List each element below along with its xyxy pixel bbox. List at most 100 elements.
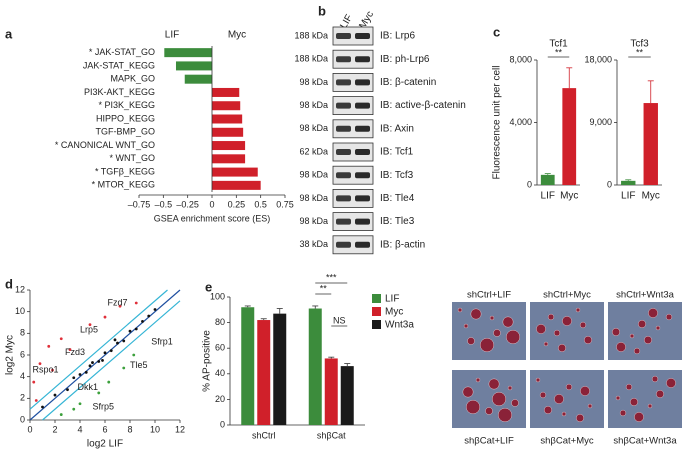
x-tick-label: 4 xyxy=(77,424,82,434)
image-label: shCtrl+Myc xyxy=(543,290,591,301)
y-tick-label: 0 xyxy=(220,419,225,429)
image-label: shCtrl+LIF xyxy=(467,290,511,301)
point xyxy=(72,376,76,380)
panel-label: d xyxy=(5,276,13,291)
chart-title: Tcf1 xyxy=(549,39,568,50)
point xyxy=(51,368,54,372)
kda-label: 98 kDa xyxy=(299,100,328,110)
blot-band xyxy=(355,79,370,86)
y-axis-label: log2 Myc xyxy=(5,335,16,375)
bar xyxy=(212,167,258,177)
x-tick-label: 0.75 xyxy=(276,199,294,209)
ib-label: IB: active-β-catenin xyxy=(380,100,466,111)
annotation: Rspo1 xyxy=(33,365,59,375)
blot-band xyxy=(336,33,351,39)
colony xyxy=(616,342,626,352)
y-axis-label: % AP-positive xyxy=(202,330,213,392)
image-tile xyxy=(452,370,526,428)
category-label: * JAK-STAT_GO xyxy=(89,47,155,57)
colony xyxy=(467,337,475,345)
colony xyxy=(655,389,665,399)
point xyxy=(34,399,38,402)
x-tick-label: –0.5 xyxy=(155,199,173,209)
y-tick-label: 0 xyxy=(607,179,612,189)
x-tick-label: LIF xyxy=(621,191,635,202)
significance: *** xyxy=(326,272,337,282)
point xyxy=(97,391,101,395)
y-tick-label: 0 xyxy=(527,179,532,189)
x-tick-label: 8 xyxy=(127,424,132,434)
legend-swatch xyxy=(372,307,381,316)
colony xyxy=(465,399,481,415)
category-label: JAK-STAT_KEGG xyxy=(83,60,155,70)
blot-band xyxy=(336,125,351,132)
ib-label: IB: Tcf3 xyxy=(380,170,414,181)
category-label: HIPPO_KEGG xyxy=(96,113,155,123)
colony xyxy=(575,307,581,313)
reference-line xyxy=(29,289,181,421)
colony xyxy=(647,403,653,409)
kda-label: 188 kDa xyxy=(294,54,328,64)
y-tick-label: 8,000 xyxy=(509,54,532,64)
ib-label: IB: Tcf1 xyxy=(380,147,414,158)
colony xyxy=(491,391,507,407)
ib-label: IB: Tle4 xyxy=(380,193,415,204)
bar xyxy=(621,180,636,185)
bar xyxy=(562,88,577,185)
x-axis-label: GSEA enrichment score (ES) xyxy=(154,213,271,223)
blot-band xyxy=(355,56,370,63)
colony xyxy=(575,413,585,423)
point xyxy=(122,339,126,343)
reference-line xyxy=(29,289,168,410)
point xyxy=(88,364,92,368)
blot-band xyxy=(355,149,370,155)
colony xyxy=(502,316,514,328)
annotation: Lrp5 xyxy=(80,324,98,334)
point xyxy=(91,361,94,364)
blot-strip xyxy=(332,26,374,46)
blot-strip xyxy=(332,235,374,255)
significance: ** xyxy=(636,47,644,57)
blot-band xyxy=(336,149,351,155)
y-axis-label: Fluorescence unit per cell xyxy=(492,66,503,180)
colony xyxy=(565,383,573,391)
legend-label: Myc xyxy=(385,307,403,318)
category-label: TGF-BMP_GO xyxy=(95,127,155,137)
blot-band xyxy=(355,125,370,132)
point xyxy=(153,308,157,311)
blot-strip xyxy=(332,73,374,92)
x-tick-label: 0 xyxy=(27,424,32,434)
kda-label: 98 kDa xyxy=(299,193,328,203)
point xyxy=(59,337,63,341)
colony xyxy=(625,383,633,391)
image-label: shCtrl+Wnt3a xyxy=(616,290,675,301)
bar xyxy=(212,180,261,190)
colony xyxy=(536,324,546,334)
kda-label: 98 kDa xyxy=(299,77,328,87)
point xyxy=(78,402,82,406)
image-label: shβCat+LIF xyxy=(464,436,514,447)
colony xyxy=(543,341,549,347)
bar xyxy=(540,174,555,185)
colony xyxy=(493,329,501,337)
point xyxy=(132,353,136,357)
y-tick-label: 9,000 xyxy=(589,117,612,127)
bar xyxy=(340,366,354,425)
x-tick-label: –0.25 xyxy=(176,199,199,209)
blot-band xyxy=(336,102,351,109)
panel-label: c xyxy=(493,24,500,39)
blot-band xyxy=(336,79,351,86)
reference-line xyxy=(42,300,181,421)
y-tick-label: 2 xyxy=(20,393,25,403)
bar xyxy=(308,308,322,425)
y-tick-label: 100 xyxy=(210,291,225,301)
legend-label: Wnt3a xyxy=(385,320,414,331)
x-tick-label: 12 xyxy=(175,424,185,434)
annotation: Dkk1 xyxy=(78,382,99,392)
blot-band xyxy=(355,218,370,225)
significance: NS xyxy=(333,315,346,325)
bar xyxy=(212,87,240,97)
panel-label: b xyxy=(318,3,326,18)
annotation: Tle5 xyxy=(130,360,148,370)
colony xyxy=(648,308,658,318)
